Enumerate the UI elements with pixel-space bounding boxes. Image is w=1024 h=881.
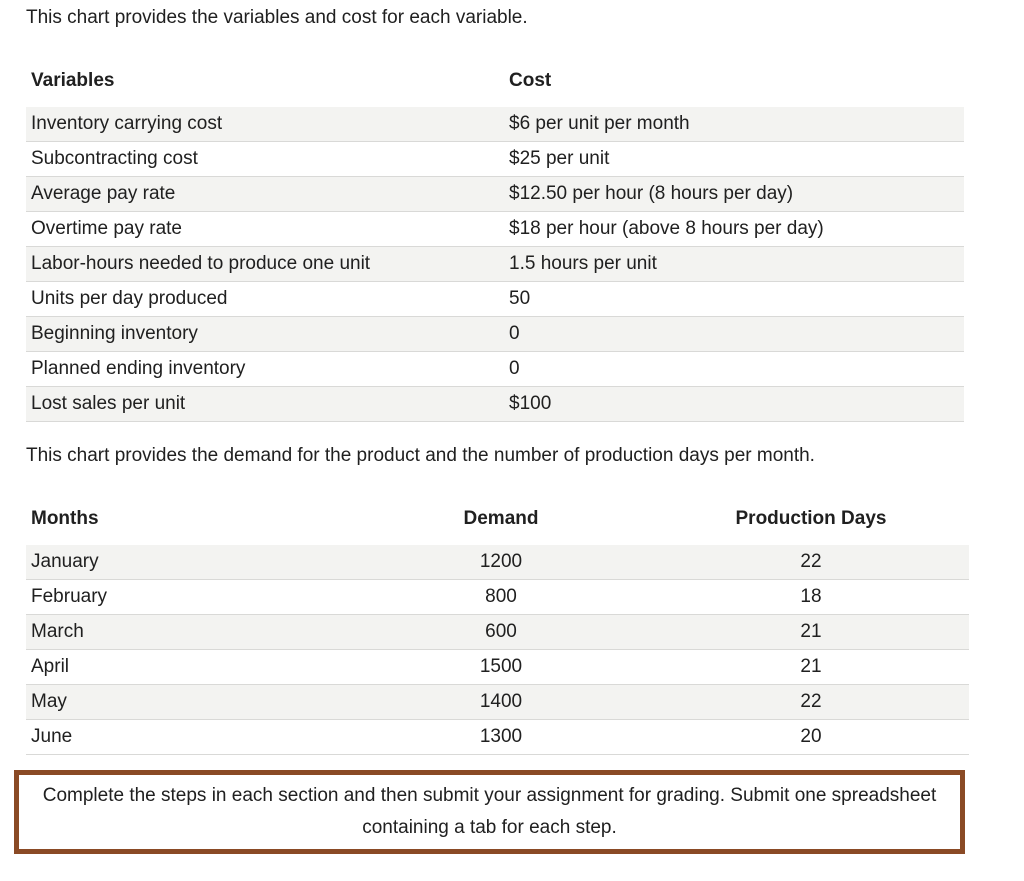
table-row: April 1500 21 xyxy=(26,649,969,685)
table-row: May 1400 22 xyxy=(26,684,969,720)
month-cell: March xyxy=(26,614,349,650)
table-row: Overtime pay rate $18 per hour (above 8 … xyxy=(26,211,964,247)
table-row: Units per day produced 50 xyxy=(26,281,964,317)
variables-column-header: Variables xyxy=(26,70,504,105)
intro-variables-text: This chart provides the variables and co… xyxy=(26,7,528,28)
table-row: February 800 18 xyxy=(26,579,969,615)
variables-cost-table: Variables Cost Inventory carrying cost $… xyxy=(26,70,964,422)
table-row: Average pay rate $12.50 per hour (8 hour… xyxy=(26,176,964,212)
month-cell: January xyxy=(26,539,349,580)
demand-production-table: Months Demand Production Days January 12… xyxy=(26,508,969,755)
demand-cell: 1200 xyxy=(349,539,653,580)
production-days-cell: 18 xyxy=(653,579,969,615)
assignment-page: This chart provides the variables and co… xyxy=(14,7,969,854)
variable-name-cell: Labor-hours needed to produce one unit xyxy=(26,246,504,282)
table-row: March 600 21 xyxy=(26,614,969,650)
table-row: Inventory carrying cost $6 per unit per … xyxy=(26,101,964,142)
variable-name-cell: Subcontracting cost xyxy=(26,141,504,177)
table-header-row: Months Demand Production Days xyxy=(26,508,969,543)
variable-name-cell: Planned ending inventory xyxy=(26,351,504,387)
production-days-cell: 21 xyxy=(653,614,969,650)
variable-cost-cell: 50 xyxy=(504,281,964,317)
intro-demand-text: This chart provides the demand for the p… xyxy=(26,445,815,466)
variable-cost-cell: $6 per unit per month xyxy=(504,101,964,142)
production-days-column-header: Production Days xyxy=(653,508,969,543)
variable-cost-cell: $100 xyxy=(504,386,964,422)
demand-cell: 1300 xyxy=(349,719,653,755)
variable-name-cell: Units per day produced xyxy=(26,281,504,317)
demand-cell: 800 xyxy=(349,579,653,615)
variable-name-cell: Inventory carrying cost xyxy=(26,101,504,142)
production-days-cell: 21 xyxy=(653,649,969,685)
demand-column-header: Demand xyxy=(349,508,653,543)
variable-cost-cell: $12.50 per hour (8 hours per day) xyxy=(504,176,964,212)
table-row: June 1300 20 xyxy=(26,719,969,755)
demand-cell: 1500 xyxy=(349,649,653,685)
table-row: Planned ending inventory 0 xyxy=(26,351,964,387)
submission-note-box: Complete the steps in each section and t… xyxy=(14,770,965,854)
month-cell: June xyxy=(26,719,349,755)
table-row: Labor-hours needed to produce one unit 1… xyxy=(26,246,964,282)
variable-cost-cell: 1.5 hours per unit xyxy=(504,246,964,282)
variable-name-cell: Lost sales per unit xyxy=(26,386,504,422)
variable-name-cell: Overtime pay rate xyxy=(26,211,504,247)
month-cell: April xyxy=(26,649,349,685)
variable-name-cell: Beginning inventory xyxy=(26,316,504,352)
variable-name-cell: Average pay rate xyxy=(26,176,504,212)
table-row: Subcontracting cost $25 per unit xyxy=(26,141,964,177)
variable-cost-cell: $25 per unit xyxy=(504,141,964,177)
month-cell: May xyxy=(26,684,349,720)
table-header-row: Variables Cost xyxy=(26,70,964,105)
table-row: Beginning inventory 0 xyxy=(26,316,964,352)
variable-cost-cell: $18 per hour (above 8 hours per day) xyxy=(504,211,964,247)
table-row: Lost sales per unit $100 xyxy=(26,386,964,422)
demand-cell: 1400 xyxy=(349,684,653,720)
variable-cost-cell: 0 xyxy=(504,351,964,387)
submission-note-text: Complete the steps in each section and t… xyxy=(42,785,937,838)
variable-cost-cell: 0 xyxy=(504,316,964,352)
production-days-cell: 22 xyxy=(653,539,969,580)
production-days-cell: 22 xyxy=(653,684,969,720)
cost-column-header: Cost xyxy=(504,70,964,105)
month-cell: February xyxy=(26,579,349,615)
production-days-cell: 20 xyxy=(653,719,969,755)
demand-cell: 600 xyxy=(349,614,653,650)
months-column-header: Months xyxy=(26,508,349,543)
table-row: January 1200 22 xyxy=(26,539,969,580)
